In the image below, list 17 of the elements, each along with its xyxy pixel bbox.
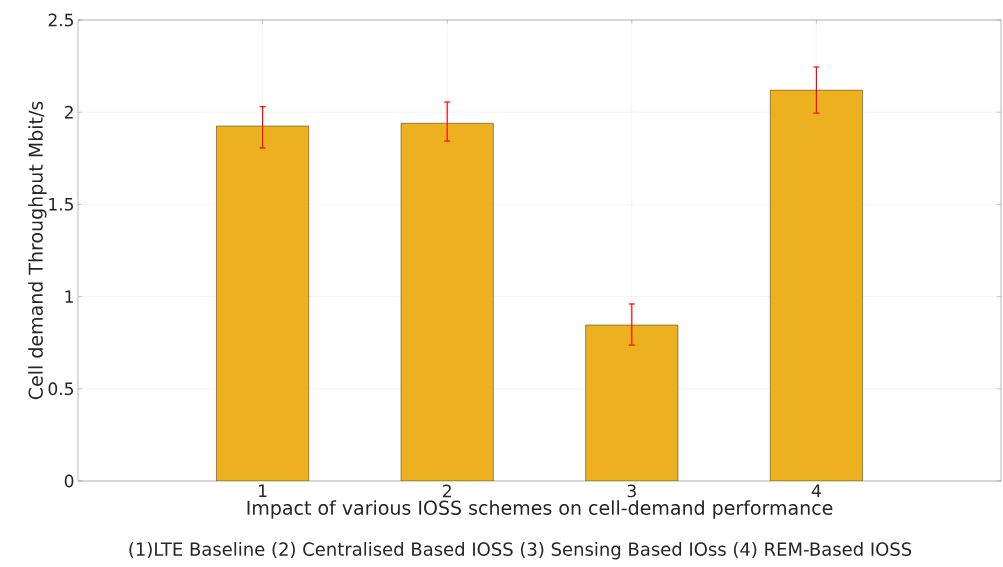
y-tick-label: 2.5	[48, 13, 73, 27]
y-tick-label: 0.5	[48, 382, 73, 396]
x-tick-label: 4	[811, 484, 821, 497]
bar	[585, 324, 679, 481]
x-tick-label: 1	[259, 484, 267, 497]
bar	[216, 125, 309, 481]
text: (1)LTE Baseline (2) Centralised Based IOSS (3) Sensing Based IOss (4) REM-Based IOSS	[129, 542, 912, 560]
y-axis-title: Cell demand Throughput Mbit/s	[28, 101, 47, 400]
x-tick-label: 2	[443, 484, 451, 498]
y-tick-label: 2	[64, 105, 73, 119]
x-axis-title: Impact of various IOSS schemes on cell-demand performance	[247, 500, 833, 519]
y-tick-label: 1.5	[49, 198, 73, 211]
x-tick-label: 3	[627, 484, 636, 498]
y-tick-label: 0	[64, 474, 74, 488]
y-tick-label: 1	[65, 290, 73, 303]
bar	[400, 123, 494, 481]
bar	[770, 89, 863, 481]
